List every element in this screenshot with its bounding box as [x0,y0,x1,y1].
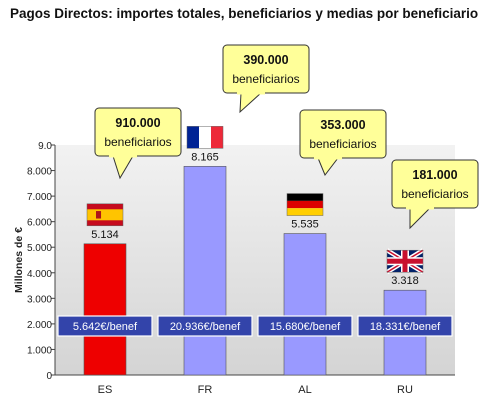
y-tick-label: 8.000 [27,167,52,178]
average-badge [257,315,353,337]
callout-box [391,159,479,209]
callout-joint [314,156,342,160]
y-tick-label: 2.000 [27,320,52,331]
x-tick-label: RU [397,384,413,396]
y-tick-label: 1.000 [27,345,52,356]
callout-text: beneficiarios [309,137,376,151]
x-tick-label: AL [298,384,311,396]
bar-al [283,233,327,376]
spain-flag-icon [86,203,124,227]
callout-joint [237,91,265,95]
callouts: 910.000 beneficiarios 390.000 beneficiarios… [94,44,479,230]
y-tick-label: 3.000 [27,294,52,305]
callout-joint [109,154,137,158]
callout-box [94,107,182,157]
germany-flag-icon [286,193,324,216]
x-tick-label: ES [98,384,113,396]
value-label: 5.134 [91,229,119,241]
average-badge [57,315,153,337]
callout-joint [406,206,434,210]
average-label: 5.642€/benef [73,321,138,333]
callout-tail [239,92,263,114]
average-label: 15.680€/benef [270,321,341,333]
callout-box [222,44,310,94]
uk-flag-icon [385,248,425,275]
callout-text: beneficiarios [401,187,468,201]
callout-count: 181.000 [412,168,457,182]
average-badge [157,315,253,337]
average-badge [357,315,453,337]
x-tick-label: FR [198,384,213,396]
flags [86,126,425,275]
value-label: 5.535 [291,219,319,231]
y-tick-label: 4.000 [27,269,52,280]
bar-fr [183,166,227,376]
y-axis-label: Millones de € [13,227,25,293]
chart-title: Pagos Directos: importes totales, benefi… [10,6,479,21]
value-label: 3.318 [391,275,419,287]
callout-text: beneficiarios [104,135,171,149]
average-badges: 5.642€/benef 20.936€/benef 15.680€/benef 18… [57,315,453,337]
average-label: 18.331€/benef [370,321,441,333]
callout-box [299,109,387,159]
callout-count: 353.000 [320,118,365,132]
y-tick-label: 9.0 [38,141,52,152]
y-tick-label: 6.000 [27,218,52,229]
france-flag-icon [186,126,224,149]
callout-count: 910.000 [115,116,160,130]
callout-text: beneficiarios [232,72,299,86]
average-label: 20.936€/benef [170,321,241,333]
y-tick-label: 0 [46,371,52,382]
y-tick-label: 7.000 [27,192,52,203]
bar-es [83,243,127,376]
y-tick-label: 5.000 [27,243,52,254]
callout-count: 390.000 [243,53,288,67]
value-label: 8.165 [191,151,219,163]
value-labels: 5.134 8.165 5.535 3.318 [91,151,419,287]
bars [83,166,427,376]
